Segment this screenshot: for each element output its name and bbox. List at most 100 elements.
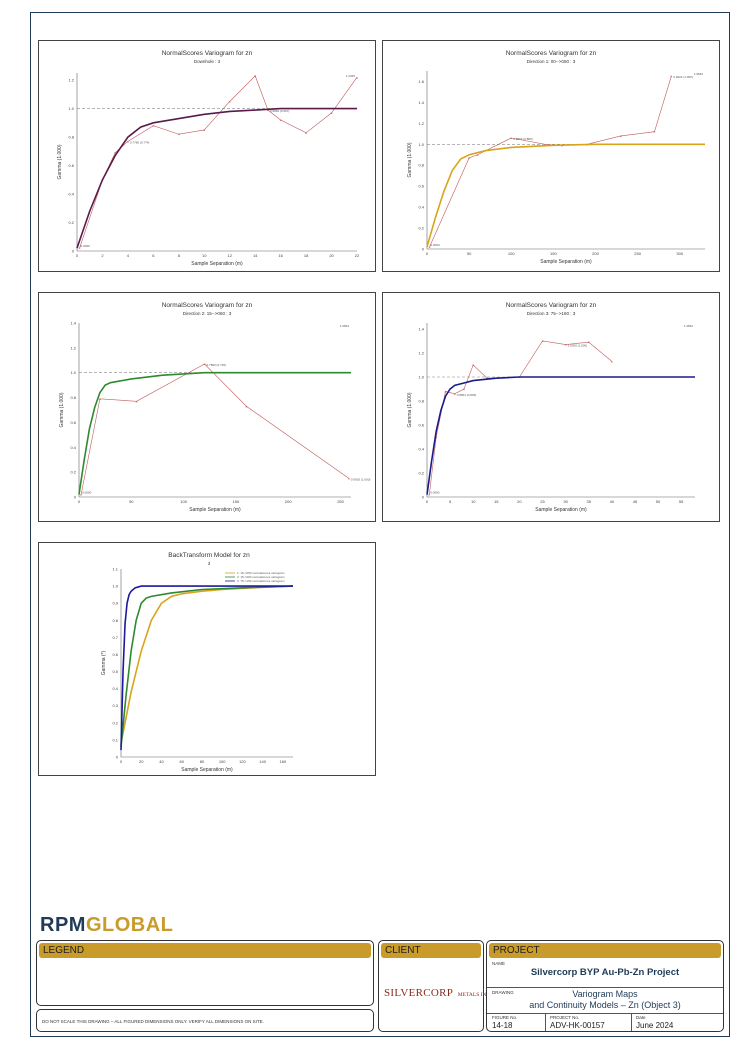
x-tick-label: 16 <box>278 253 283 258</box>
drawing-title-line-1: Variogram Maps <box>572 989 638 999</box>
y-tick-label: 1.0 <box>70 370 76 375</box>
y-tick-label: 1.0 <box>112 584 118 589</box>
first-lag-label: 0.0000 <box>81 244 91 248</box>
y-axis-label: Gamma (1.000) <box>59 392 65 427</box>
model-variogram-curve <box>76 107 357 249</box>
x-tick-label: 100 <box>219 759 226 764</box>
y-tick-label: 0.6 <box>418 184 424 189</box>
experimental-variogram-line <box>80 363 350 495</box>
model-curve-1 <box>120 585 294 744</box>
y-tick-label: 1.2 <box>70 345 76 350</box>
legend-header: LEGEND <box>39 943 371 958</box>
chart-subtitle: Direction 2: 15-->060 : 3 <box>183 311 232 316</box>
x-tick-label: 2 <box>101 253 104 258</box>
experimental-point: × <box>135 399 138 404</box>
max-value-label: 1.2345 <box>346 74 356 78</box>
y-tick-label: 0.8 <box>70 395 76 400</box>
y-tick-label: 0.5 <box>112 669 118 674</box>
figure-no-value: 14-18 <box>492 1021 513 1030</box>
x-tick-label: 50 <box>467 251 472 256</box>
first-lag-label: 0.0000 <box>82 491 92 495</box>
experimental-point: × <box>203 127 206 132</box>
project-divider-2 <box>487 1013 723 1014</box>
y-tick-label: 1.4 <box>418 100 424 105</box>
model-variogram-curve <box>426 376 695 495</box>
x-tick-label: 50 <box>129 499 134 504</box>
first-lag-label: 0.0000 <box>430 491 440 495</box>
sill-value-label: 0.9920 (1.000) <box>351 477 371 481</box>
x-tick-label: 22 <box>355 253 360 258</box>
y-tick-label: 1.2 <box>418 121 424 126</box>
first-lag-label: 0.0000 <box>431 243 441 247</box>
silvercorp-logo-text: SILVERCORP <box>384 987 454 999</box>
legend-entry-3: 3: 75->160 normalscores variogram <box>237 579 285 583</box>
variogram-panel-direction-2: NormalScores Variogram for zn Direction 2… <box>38 292 376 522</box>
y-tick-label: 1.0 <box>418 142 424 147</box>
client-header: CLIENT <box>381 943 481 958</box>
y-tick-label: 0.4 <box>418 447 424 452</box>
chart-subtitle: Direction 1: 00-->050 : 3 <box>527 59 576 64</box>
project-divider-1 <box>487 987 723 988</box>
y-tick-label: 0.2 <box>70 470 76 475</box>
model-curve-2 <box>120 585 294 747</box>
experimental-point: × <box>541 339 544 344</box>
x-tick-label: 5 <box>449 499 452 504</box>
x-axis-label: Sample Separation (m) <box>535 507 587 513</box>
y-tick-label: 0.4 <box>70 445 76 450</box>
x-tick-label: 0 <box>76 253 79 258</box>
experimental-point: × <box>80 492 83 497</box>
experimental-point: × <box>468 155 471 160</box>
lag-value-label: 0.8853 (0.880) <box>513 137 533 141</box>
y-tick-label: 0.4 <box>112 686 118 691</box>
x-tick-label: 20 <box>517 499 522 504</box>
x-tick-label: 0 <box>78 499 81 504</box>
experimental-point: × <box>653 129 656 134</box>
experimental-point: × <box>203 362 206 367</box>
legend-entry-1: 1: 15->050 normalscores variogram <box>237 571 285 575</box>
logo-rpm-text: RPM <box>40 914 86 936</box>
x-tick-label: 160 <box>280 759 287 764</box>
project-col-divider-2 <box>631 1013 632 1031</box>
figure-no-label: FIGURE No. <box>492 1015 518 1020</box>
model-curve-3 <box>120 585 293 751</box>
x-axis-label: Sample Separation (m) <box>189 507 241 513</box>
x-tick-label: 300 <box>676 251 683 256</box>
variogram-panel-downhole: NormalScores Variogram for zn Downhole : … <box>38 40 376 272</box>
variogram-chart-direction-3: NormalScores Variogram for zn Direction 3… <box>407 302 695 513</box>
disclaimer-box: DO NOT SCALE THIS DRAWING – ALL FIGURED … <box>36 1009 374 1032</box>
drawing-title-line-2: and Continuity Models – Zn (Object 3) <box>529 1000 681 1010</box>
lag-value-label: 0.7766 (0.774) <box>130 140 150 144</box>
x-tick-label: 8 <box>178 253 181 258</box>
chart-subtitle: Direction 3: 75-->160 : 3 <box>527 311 576 316</box>
x-tick-label: 6 <box>152 253 155 258</box>
sill-value-label: 0.9924 (1.000) <box>673 75 693 79</box>
chart-title: BackTransform Model for zn <box>168 552 250 559</box>
chart-title: NormalScores Variogram for zn <box>506 302 597 309</box>
x-axis-label: Sample Separation (m) <box>191 261 243 267</box>
experimental-point: × <box>428 244 431 249</box>
x-tick-label: 15 <box>494 499 499 504</box>
y-tick-label: 0.2 <box>418 471 424 476</box>
chart-title: NormalScores Variogram for zn <box>506 50 597 57</box>
y-tick-label: 0.6 <box>418 423 424 428</box>
x-tick-label: 250 <box>634 251 641 256</box>
x-tick-label: 120 <box>239 759 246 764</box>
y-tick-label: 1.6 <box>418 79 424 84</box>
y-tick-label: 0.8 <box>112 618 118 623</box>
experimental-point: × <box>279 117 282 122</box>
x-tick-label: 45 <box>633 499 638 504</box>
x-tick-label: 55 <box>679 499 684 504</box>
chart-title: NormalScores Variogram for zn <box>162 50 253 57</box>
x-tick-label: 200 <box>285 499 292 504</box>
y-tick-label: 1.2 <box>418 351 424 356</box>
variogram-chart-direction-2: NormalScores Variogram for zn Direction 2… <box>59 302 371 513</box>
x-tick-label: 20 <box>139 759 144 764</box>
y-axis-label: Gamma (1.000) <box>407 392 413 427</box>
experimental-point: × <box>670 74 673 79</box>
x-tick-label: 150 <box>233 499 240 504</box>
silvercorp-logo-suffix: METALS INC. <box>457 992 492 998</box>
client-box: CLIENT SILVERCORP METALS INC. <box>378 940 491 1032</box>
y-tick-label: 0 <box>422 495 425 500</box>
logo-global-text: GLOBAL <box>85 914 174 936</box>
y-tick-label: 1.1 <box>112 567 118 572</box>
